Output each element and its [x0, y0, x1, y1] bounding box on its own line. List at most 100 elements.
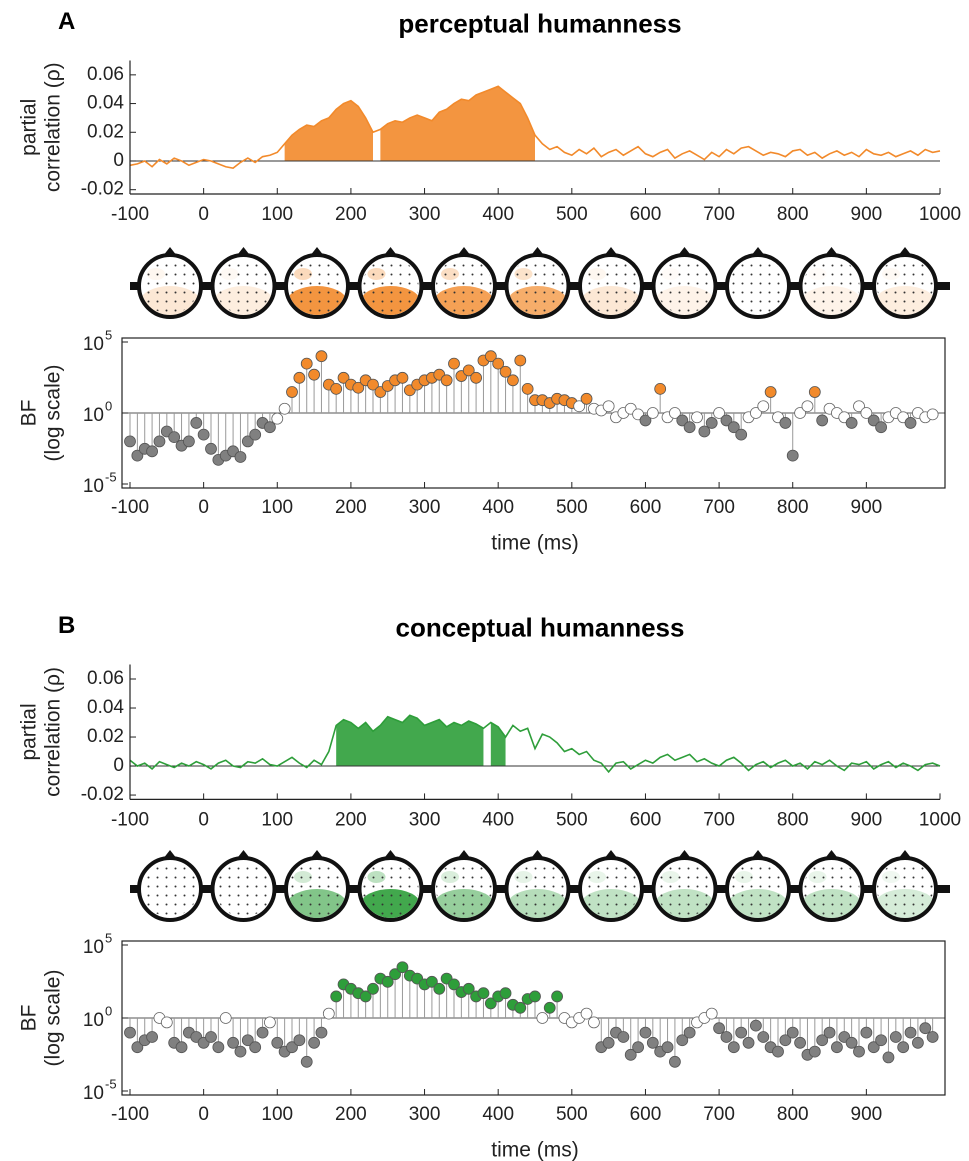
bf-point — [669, 407, 681, 419]
x-tick-label: 900 — [851, 204, 883, 225]
scalp-map — [137, 247, 203, 319]
bf-point — [735, 1026, 748, 1039]
x-tick-label: 900 — [851, 809, 883, 830]
bf-point — [889, 1031, 902, 1043]
bf-point — [764, 386, 777, 398]
bf-point — [322, 1007, 335, 1020]
bf-point — [845, 417, 858, 429]
bf-point — [160, 1016, 173, 1029]
bf-point — [831, 1041, 843, 1054]
x-tick-label: 900 — [851, 1104, 883, 1125]
bf-point — [816, 414, 829, 427]
x-axis-label: time (ms) — [491, 1139, 579, 1161]
bf-point — [676, 414, 689, 427]
bf-point — [912, 1036, 924, 1049]
bf-point — [742, 1036, 755, 1049]
bf-point — [212, 1041, 225, 1054]
electrode-grid — [803, 258, 860, 314]
bf-point — [794, 1036, 806, 1049]
bf-point — [234, 451, 247, 463]
y-axis-label: partial — [18, 703, 41, 760]
x-tick-label: 400 — [482, 1104, 514, 1125]
bf-point — [823, 1026, 836, 1039]
electrode-grid — [877, 258, 933, 314]
bf-point — [602, 400, 615, 413]
x-tick-label: 100 — [261, 204, 293, 225]
scalp-map — [798, 247, 865, 319]
bf-point — [381, 975, 394, 988]
electrode-grid — [877, 861, 933, 917]
x-tick-label: 200 — [335, 809, 367, 830]
electrode-grid — [142, 258, 198, 314]
x-tick-label: 500 — [556, 1104, 588, 1125]
x-tick-label: 400 — [482, 204, 514, 225]
bf-point — [808, 386, 821, 398]
x-tick-label: 0 — [198, 204, 209, 225]
bf-point — [448, 978, 460, 991]
scalp-map — [578, 247, 644, 319]
bf-point — [720, 1031, 733, 1043]
y-tick-exponent: -5 — [105, 1076, 117, 1091]
y-tick-label: 0.02 — [87, 726, 124, 747]
bf-point — [904, 417, 917, 429]
y-tick-label: 0.04 — [87, 93, 124, 114]
y-tick-exponent: 5 — [105, 327, 112, 342]
data-line — [129, 85, 941, 170]
scalp-map — [284, 247, 350, 319]
bf-point — [757, 400, 770, 413]
bf-point — [529, 990, 541, 1003]
electrode-grid — [583, 861, 639, 917]
bf-point — [543, 1001, 556, 1014]
bf-point — [293, 371, 306, 384]
bf-point — [359, 990, 372, 1003]
scalp-map — [872, 850, 938, 922]
bf-point — [720, 414, 733, 427]
x-tick-label: 800 — [777, 204, 809, 225]
bf-point — [389, 968, 401, 981]
bf-point — [735, 428, 748, 441]
bf-point — [124, 1026, 136, 1039]
bf-point — [367, 982, 379, 995]
y-tick-label: 0.04 — [87, 697, 124, 718]
y-tick-label: 10 — [83, 1010, 104, 1031]
electrode-grid — [509, 258, 566, 314]
x-tick-label: 300 — [409, 809, 441, 830]
y-tick-exponent: 5 — [105, 930, 112, 945]
bf-point — [168, 431, 181, 444]
significant-fill — [380, 86, 535, 161]
x-tick-label: 300 — [409, 497, 441, 518]
scalp-map — [872, 247, 938, 319]
bf-point — [646, 407, 659, 419]
bf-point — [440, 374, 453, 387]
significant-fill — [490, 722, 506, 767]
bf-point — [308, 1036, 320, 1049]
bf-point — [808, 1045, 821, 1058]
x-tick-label: -100 — [111, 204, 149, 225]
x-tick-label: 200 — [335, 204, 367, 225]
bf-point — [315, 350, 328, 363]
bf-point — [786, 1026, 799, 1039]
y-tick-label: 10 — [83, 405, 104, 426]
electrode-grid — [803, 861, 860, 917]
scalp-map — [725, 247, 791, 319]
bf-point — [676, 1034, 689, 1047]
bf-point — [470, 371, 482, 384]
x-tick-label: 100 — [261, 1104, 293, 1125]
bf-point — [632, 1041, 644, 1054]
x-tick-label: 500 — [556, 809, 588, 830]
y-tick-label: 0.02 — [87, 121, 124, 142]
bf-point — [433, 982, 446, 995]
bf-point — [367, 378, 379, 391]
x-tick-label: 400 — [482, 497, 514, 518]
bf-point — [588, 1016, 600, 1029]
electrode-grid — [656, 258, 713, 314]
y-tick-label: 10 — [83, 1083, 104, 1104]
y-tick-label: 10 — [83, 937, 104, 958]
electrode-grid — [142, 861, 198, 917]
bf-point — [867, 414, 880, 427]
electrode-grid — [289, 861, 345, 917]
x-tick-label: 600 — [630, 204, 662, 225]
x-tick-label: 0 — [198, 497, 209, 518]
bf-point — [286, 1041, 298, 1054]
